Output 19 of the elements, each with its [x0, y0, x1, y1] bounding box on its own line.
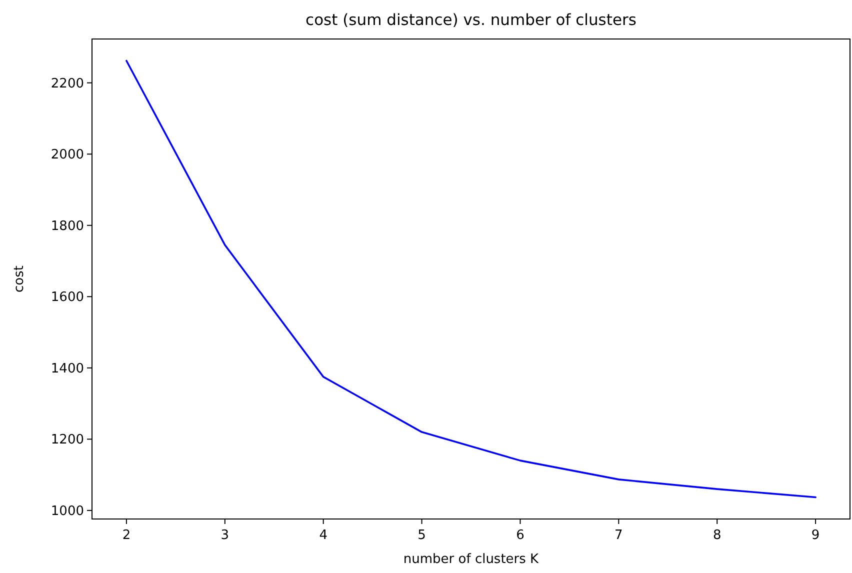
y-tick-label: 2200 — [50, 76, 84, 92]
y-tick-label: 1600 — [50, 290, 84, 306]
x-tick-label: 6 — [516, 528, 524, 543]
x-tick-label: 5 — [418, 528, 426, 543]
x-tick-label: 9 — [811, 528, 820, 543]
x-tick-label: 8 — [712, 528, 722, 543]
y-tick-label: 1000 — [50, 504, 84, 519]
y-tick-label: 1200 — [50, 432, 84, 448]
x-axis-title: number of clusters K — [403, 552, 540, 567]
chart-title: cost (sum distance) vs. number of clusters — [306, 11, 636, 29]
x-tick-label: 3 — [220, 528, 230, 543]
x-tick-label: 2 — [122, 528, 131, 543]
y-tick-label: 1800 — [50, 218, 84, 234]
x-tick-label: 4 — [319, 528, 328, 543]
line-series — [126, 60, 816, 498]
y-tick-label: 2000 — [50, 148, 84, 163]
x-tick-label: 7 — [614, 528, 623, 543]
y-axis-title: cost — [12, 266, 27, 292]
y-tick-label: 1400 — [50, 361, 84, 376]
